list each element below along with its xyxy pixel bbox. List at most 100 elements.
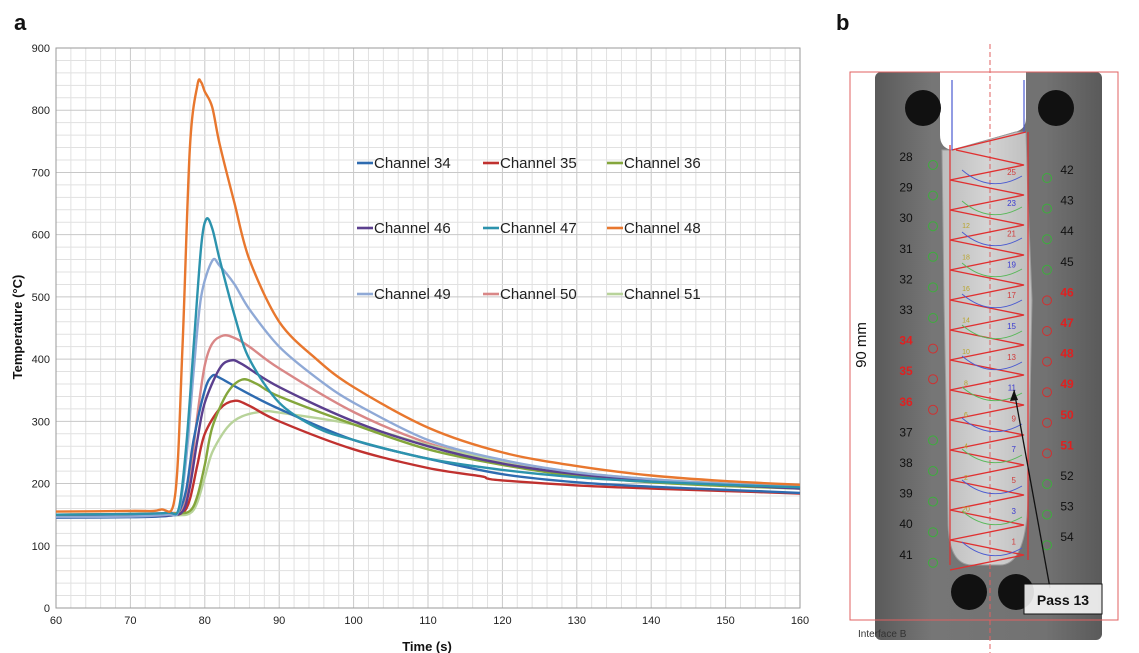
- left-channel-number: 34: [899, 334, 913, 348]
- thermocouple-circle: [928, 160, 938, 170]
- thermocouple-circle: [928, 496, 938, 507]
- pass-number: 1: [1012, 538, 1017, 547]
- right-channel-number: 42: [1060, 163, 1074, 177]
- bead-number: 14: [962, 318, 970, 325]
- legend-label: Channel 49: [374, 286, 451, 303]
- hole-top-right: [1038, 90, 1074, 126]
- plot-area-border: [55, 47, 801, 609]
- thermocouple-circle: [1042, 264, 1052, 275]
- x-tick-label: 60: [50, 615, 62, 627]
- x-tick-label: 130: [568, 615, 586, 627]
- left-channel-number: 28: [899, 150, 913, 164]
- thermocouple-circle: [1042, 509, 1052, 520]
- left-channel-number: 30: [899, 211, 913, 225]
- y-tick-label: 900: [32, 43, 50, 55]
- right-channel-number: 49: [1060, 377, 1074, 391]
- fusion-isoline: [961, 262, 1023, 278]
- thermocouple-circle: [1042, 173, 1052, 183]
- pass-callout-label: Pass 13: [1037, 592, 1089, 608]
- thermocouple-circle: [928, 404, 938, 415]
- scale-label: 90 mm: [853, 322, 870, 368]
- thermocouple-circle: [928, 557, 938, 568]
- series-layer: [55, 78, 801, 519]
- y-tick-label: 500: [32, 292, 50, 304]
- right-channel-numbers: 42 43 44 45 46 47 48 49 50 51 52 53 54: [1060, 163, 1074, 544]
- bead-number: 8: [964, 381, 968, 388]
- thermocouple-markers: [928, 160, 1052, 568]
- thermocouple-circle: [928, 221, 938, 232]
- series-line-channel-48: [55, 78, 801, 513]
- pass-number: 19: [1007, 260, 1016, 269]
- left-channel-number: 29: [899, 181, 913, 195]
- pass-number: 21: [1007, 230, 1016, 239]
- panel-a-label: a: [14, 10, 27, 35]
- fusion-boundaries: [951, 80, 1025, 557]
- pass-number: 7: [1012, 445, 1017, 454]
- thermocouple-circle: [1042, 234, 1052, 245]
- y-tick-label: 200: [32, 479, 50, 491]
- x-tick-label: 90: [273, 615, 285, 627]
- legend-label: Channel 50: [500, 286, 577, 303]
- left-channel-number: 40: [899, 517, 913, 531]
- legend-label: Channel 46: [374, 220, 451, 237]
- bead-number: 18: [962, 255, 970, 262]
- left-channel-number: 37: [899, 425, 913, 439]
- bead-number: 4: [964, 444, 968, 451]
- x-tick-label: 150: [716, 615, 734, 627]
- right-channel-number: 51: [1060, 438, 1074, 452]
- thermocouple-circle: [928, 374, 938, 385]
- interface-label: Interface B: [858, 629, 907, 640]
- fusion-isoline: [961, 355, 1023, 371]
- x-tick-label: 140: [642, 615, 660, 627]
- legend-label: Channel 47: [500, 220, 577, 237]
- x-axis-title: Time (s): [402, 639, 452, 653]
- pass-callout-box: [1023, 583, 1103, 615]
- legend-label: Channel 34: [374, 155, 451, 172]
- y-tick-label: 100: [32, 541, 50, 553]
- right-channel-number: 53: [1060, 500, 1074, 514]
- thermocouple-circle: [1042, 387, 1052, 398]
- fusion-isoline: [961, 169, 1023, 185]
- thermocouple-circle: [928, 435, 938, 446]
- panel-b-label: b: [836, 10, 849, 35]
- chart-grid: [55, 47, 801, 609]
- pass-number: 5: [1012, 476, 1017, 485]
- x-tick-label: 160: [791, 615, 809, 627]
- temperature-chart: 60 70 80 90 100 110 120 130 140 150 160 0 100 200 300 4…: [10, 43, 809, 653]
- fusion-isoline: [961, 479, 1023, 495]
- y-axis-title: Temperature (°C): [10, 275, 25, 380]
- thermocouple-circle: [1042, 448, 1052, 459]
- thermocouple-circle: [1042, 356, 1052, 367]
- pass-number: 3: [1012, 507, 1017, 516]
- legend-label: Channel 48: [624, 220, 701, 237]
- thermocouple-circle: [928, 343, 938, 354]
- pass-number: 25: [1007, 168, 1016, 177]
- groove-opening: [940, 72, 1026, 150]
- pass-number: 13: [1007, 353, 1016, 362]
- thermocouple-circle: [1042, 295, 1052, 306]
- y-tick-label: 0: [44, 603, 50, 615]
- y-tick-label: 700: [32, 167, 50, 179]
- left-channel-number: 41: [899, 548, 913, 562]
- thermocouple-circle: [928, 282, 938, 293]
- pass-number: 23: [1007, 199, 1016, 208]
- right-channel-number: 45: [1060, 255, 1074, 269]
- series-line-channel-47: [55, 217, 801, 516]
- hole-top-left: [905, 90, 941, 126]
- bead-number: 2: [964, 475, 968, 482]
- fusion-isoline: [961, 200, 1023, 216]
- hole-bottom-left: [951, 574, 987, 610]
- pass-number: 17: [1007, 291, 1016, 300]
- legend-label: Channel 51: [624, 286, 701, 303]
- left-channel-number: 33: [899, 303, 913, 317]
- axis-ticks: 60 70 80 90 100 110 120 130 140 150 160 0 100 200 300 4…: [32, 43, 810, 627]
- pass-pointer-arrow: [1010, 390, 1018, 401]
- pass-number: 15: [1007, 322, 1016, 331]
- x-tick-label: 110: [419, 615, 437, 627]
- right-channel-number: 46: [1060, 285, 1074, 299]
- outline-box: [849, 71, 1119, 621]
- fusion-isoline: [961, 448, 1023, 464]
- y-tick-label: 800: [32, 105, 50, 117]
- fusion-isoline: [961, 293, 1023, 309]
